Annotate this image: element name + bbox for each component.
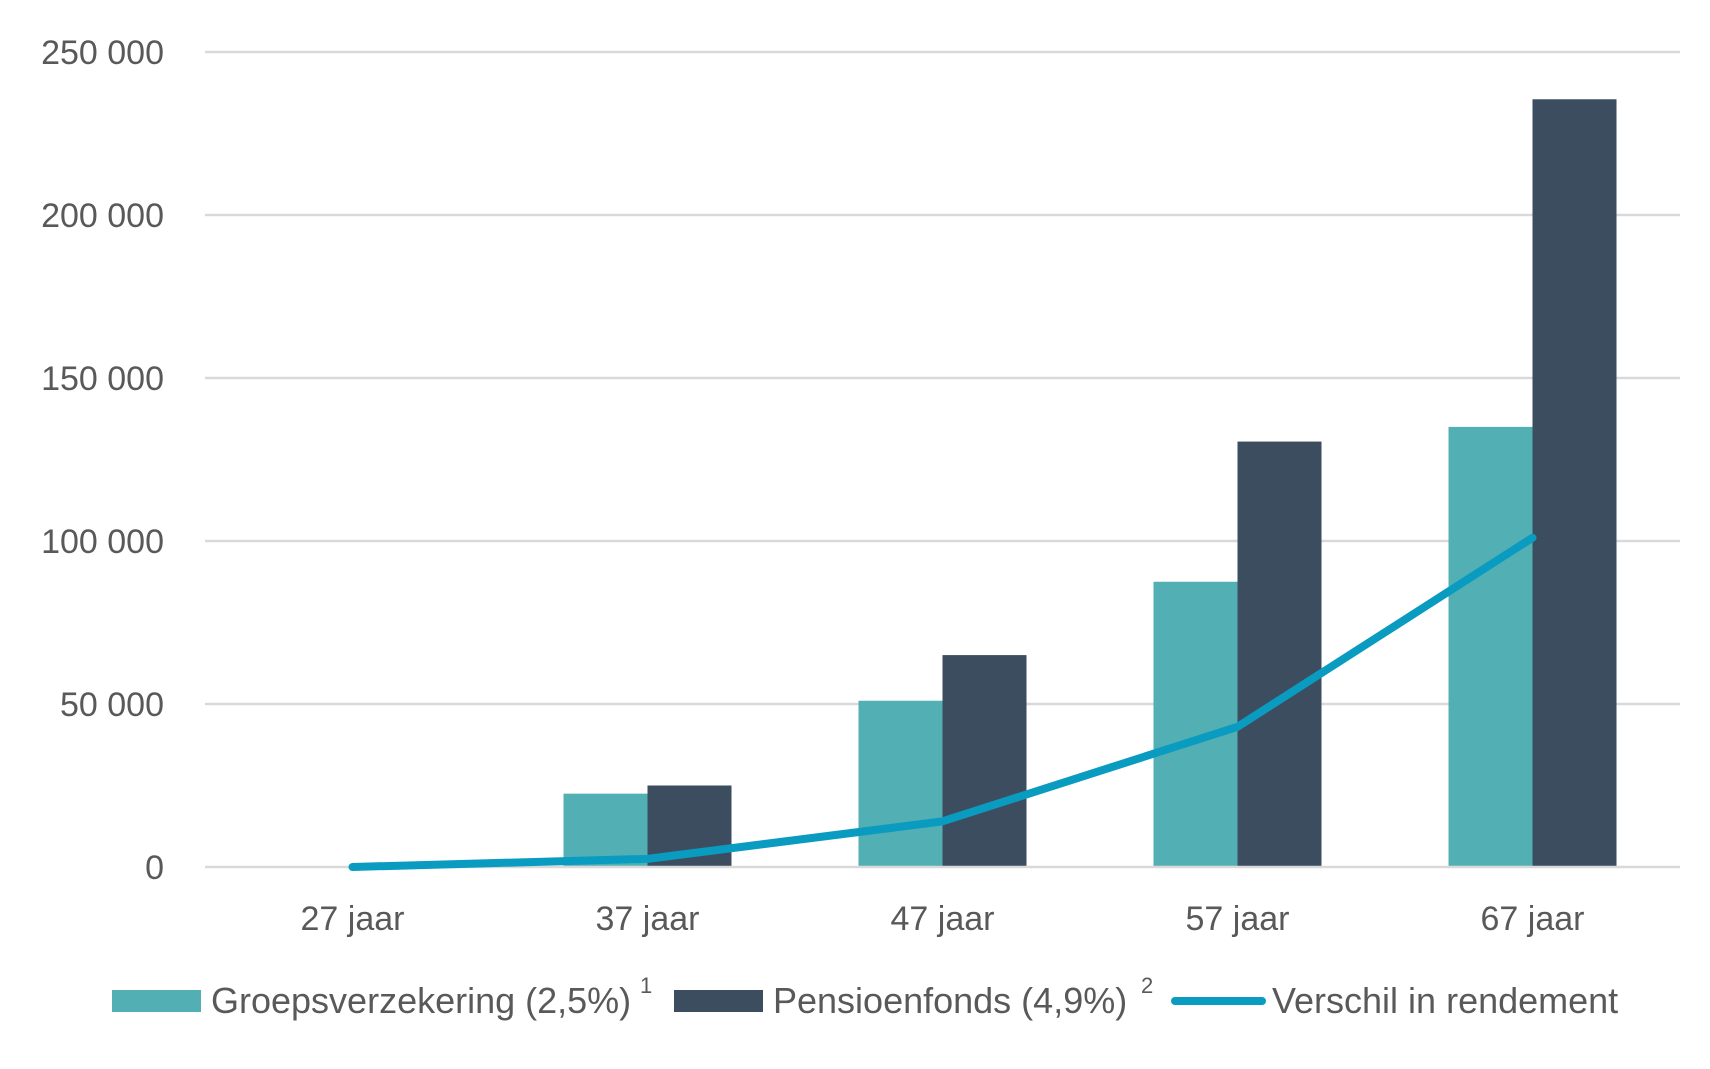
bar-groepsverzekering [858, 700, 943, 867]
bar-pensioenfonds [1532, 99, 1617, 867]
y-tick-label: 100 000 [41, 523, 164, 561]
x-tick-label: 37 jaar [596, 900, 700, 938]
legend-swatch-pensioenfonds [674, 990, 763, 1012]
legend-footnote-1: 1 [640, 973, 652, 998]
bar-pensioenfonds [1237, 441, 1322, 867]
x-axis-tick-labels: 27 jaar 37 jaar 47 jaar 57 jaar 67 jaar [301, 900, 1585, 938]
legend-footnote-2: 2 [1141, 973, 1153, 998]
y-tick-label: 200 000 [41, 197, 164, 235]
x-tick-label: 67 jaar [1481, 900, 1585, 938]
y-tick-label: 50 000 [60, 686, 164, 724]
legend-label-pensioenfonds: Pensioenfonds (4,9%) [773, 980, 1127, 1021]
y-axis-tick-labels: 0 50 000 100 000 150 000 200 000 250 000 [41, 34, 164, 887]
y-tick-label: 0 [145, 849, 164, 887]
bar-groepsverzekering [1153, 581, 1238, 867]
gridlines [205, 50, 1680, 706]
x-tick-label: 57 jaar [1186, 900, 1290, 938]
bar-groepsverzekering [563, 793, 648, 867]
difference-line [348, 533, 1537, 871]
x-tick-label: 47 jaar [891, 900, 995, 938]
legend-label-verschil: Verschil in rendement [1272, 980, 1618, 1021]
legend-swatch-groepsverzekering [112, 990, 201, 1012]
legend: Groepsverzekering (2,5%) 1 Pensioenfonds (… [112, 973, 1618, 1021]
x-tick-label: 27 jaar [301, 900, 405, 938]
y-tick-label: 250 000 [41, 34, 164, 72]
y-tick-label: 150 000 [41, 360, 164, 398]
bar-pensioenfonds [942, 655, 1027, 867]
bar-groepsverzekering [1448, 426, 1533, 867]
legend-label-groepsverzekering: Groepsverzekering (2,5%) [211, 980, 631, 1021]
bars [563, 99, 1617, 867]
